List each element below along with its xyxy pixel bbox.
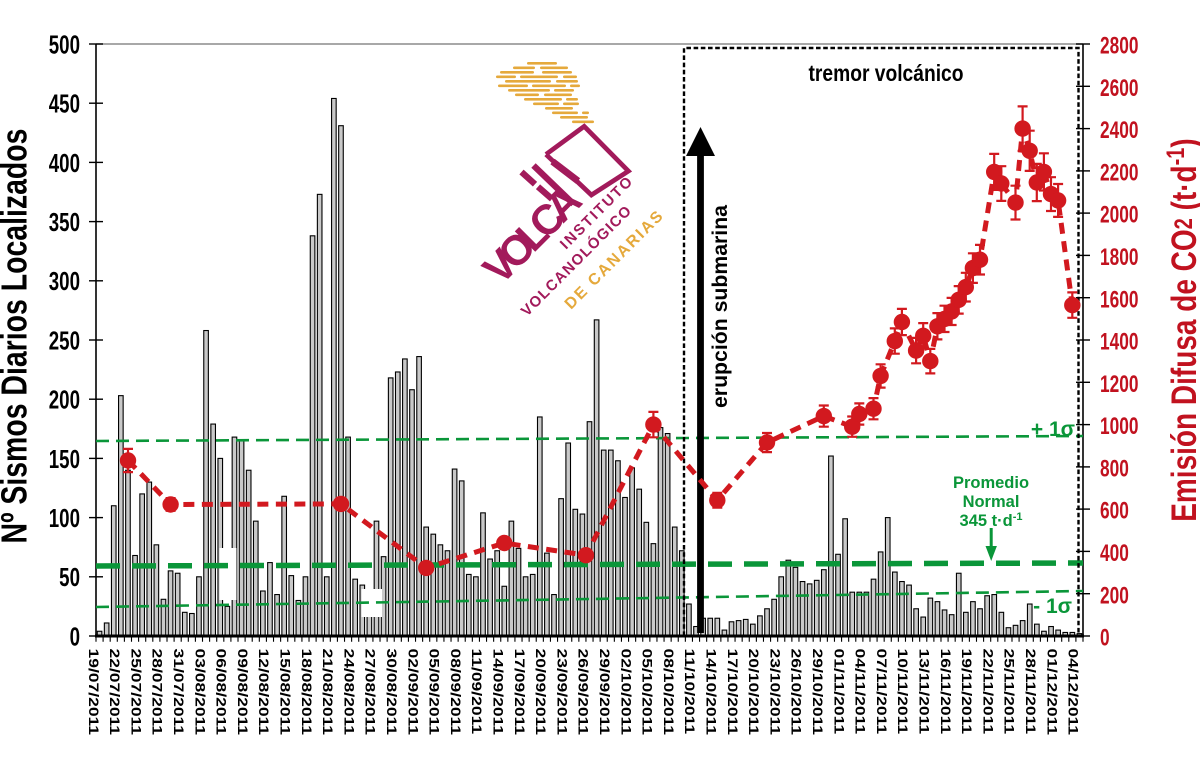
svg-text:22/07/2011: 22/07/2011 [107, 649, 122, 736]
svg-text:2200: 2200 [1100, 160, 1138, 186]
svg-text:01/11/2011: 01/11/2011 [831, 649, 846, 735]
svg-text:29/09/2011: 29/09/2011 [596, 649, 611, 736]
svg-text:200: 200 [1100, 583, 1129, 609]
svg-text:05/10/2011: 05/10/2011 [639, 649, 654, 736]
svg-text:300: 300 [49, 266, 80, 296]
svg-text:20/09/2011: 20/09/2011 [533, 649, 548, 736]
svg-text:04/11/2011: 04/11/2011 [852, 649, 867, 735]
svg-text:23/10/2011: 23/10/2011 [767, 649, 782, 736]
svg-text:2400: 2400 [1100, 118, 1138, 144]
svg-text:08/09/2011: 08/09/2011 [447, 649, 462, 736]
svg-text:03/08/2011: 03/08/2011 [192, 649, 207, 736]
svg-text:26/09/2011: 26/09/2011 [575, 649, 590, 736]
svg-text:50: 50 [59, 562, 80, 592]
svg-text:11/10/2011: 11/10/2011 [682, 649, 697, 735]
svg-text:400: 400 [1100, 540, 1129, 566]
svg-text:04/12/2011: 04/12/2011 [1065, 649, 1080, 736]
svg-text:26/10/2011: 26/10/2011 [788, 649, 803, 736]
svg-text:10/11/2011: 10/11/2011 [895, 649, 910, 735]
svg-text:1600: 1600 [1100, 287, 1138, 313]
svg-text:13/11/2011: 13/11/2011 [916, 649, 931, 735]
svg-text:0: 0 [70, 621, 80, 651]
svg-text:29/10/2011: 29/10/2011 [809, 649, 824, 736]
svg-text:2600: 2600 [1100, 75, 1138, 101]
svg-text:14/10/2011: 14/10/2011 [703, 649, 718, 736]
svg-text:25/07/2011: 25/07/2011 [128, 649, 143, 736]
svg-text:27/08/2011: 27/08/2011 [362, 649, 377, 736]
svg-text:11/09/2011: 11/09/2011 [469, 649, 484, 735]
svg-text:18/08/2011: 18/08/2011 [298, 649, 313, 736]
svg-text:- 1σ: - 1σ [1033, 595, 1072, 618]
svg-text:17/10/2011: 17/10/2011 [724, 649, 739, 736]
svg-text:100: 100 [49, 503, 80, 533]
svg-text:150: 150 [49, 444, 80, 474]
svg-text:02/09/2011: 02/09/2011 [405, 649, 420, 736]
svg-text:22/11/2011: 22/11/2011 [980, 649, 995, 735]
svg-text:Emisión Difusa de CO2 (t·d-1): Emisión Difusa de CO2 (t·d-1) [1162, 138, 1200, 522]
svg-text:erupción submarina: erupción submarina [709, 205, 732, 408]
svg-text:09/08/2011: 09/08/2011 [234, 649, 249, 736]
svg-text:19/07/2011: 19/07/2011 [85, 649, 100, 736]
svg-text:Promedio: Promedio [953, 474, 1029, 492]
svg-text:1800: 1800 [1100, 244, 1138, 270]
svg-text:17/09/2011: 17/09/2011 [511, 649, 526, 736]
svg-text:Normal: Normal [963, 493, 1020, 511]
svg-text:28/11/2011: 28/11/2011 [1023, 649, 1038, 735]
svg-text:400: 400 [49, 148, 80, 178]
svg-text:Nº Sismos Diarios Localizados: Nº Sismos Diarios Localizados [0, 129, 34, 544]
svg-text:345 t·d-1: 345 t·d-1 [960, 511, 1023, 530]
svg-text:01/12/2011: 01/12/2011 [1044, 649, 1059, 736]
svg-text:24/08/2011: 24/08/2011 [341, 649, 356, 736]
svg-text:1200: 1200 [1100, 371, 1138, 397]
svg-text:1000: 1000 [1100, 414, 1138, 440]
svg-text:25/11/2011: 25/11/2011 [1001, 649, 1016, 735]
svg-text:450: 450 [49, 88, 80, 118]
svg-text:06/08/2011: 06/08/2011 [213, 649, 228, 736]
svg-text:12/08/2011: 12/08/2011 [256, 649, 271, 736]
svg-text:05/09/2011: 05/09/2011 [426, 649, 441, 736]
svg-text:16/11/2011: 16/11/2011 [937, 649, 952, 735]
svg-text:800: 800 [1100, 456, 1129, 482]
svg-text:21/08/2011: 21/08/2011 [320, 649, 335, 736]
svg-text:02/10/2011: 02/10/2011 [618, 649, 633, 736]
svg-text:19/11/2011: 19/11/2011 [959, 649, 974, 735]
svg-text:07/11/2011: 07/11/2011 [873, 649, 888, 735]
svg-text:08/10/2011: 08/10/2011 [660, 649, 675, 736]
svg-text:30/08/2011: 30/08/2011 [383, 649, 398, 736]
svg-text:15/08/2011: 15/08/2011 [277, 649, 292, 736]
svg-text:500: 500 [49, 29, 80, 59]
svg-text:23/09/2011: 23/09/2011 [554, 649, 569, 736]
svg-text:31/07/2011: 31/07/2011 [170, 649, 185, 736]
svg-text:1400: 1400 [1100, 329, 1138, 355]
svg-text:tremor volcánico: tremor volcánico [809, 60, 964, 86]
svg-text:2800: 2800 [1100, 33, 1138, 59]
svg-text:350: 350 [49, 207, 80, 237]
svg-text:0: 0 [1100, 625, 1110, 651]
svg-text:28/07/2011: 28/07/2011 [149, 649, 164, 736]
svg-text:2000: 2000 [1100, 202, 1138, 228]
svg-text:20/10/2011: 20/10/2011 [746, 649, 761, 736]
svg-text:+ 1σ: + 1σ [1031, 418, 1075, 441]
svg-text:200: 200 [49, 384, 80, 414]
svg-text:600: 600 [1100, 498, 1129, 524]
svg-text:14/09/2011: 14/09/2011 [490, 649, 505, 736]
svg-text:250: 250 [49, 325, 80, 355]
